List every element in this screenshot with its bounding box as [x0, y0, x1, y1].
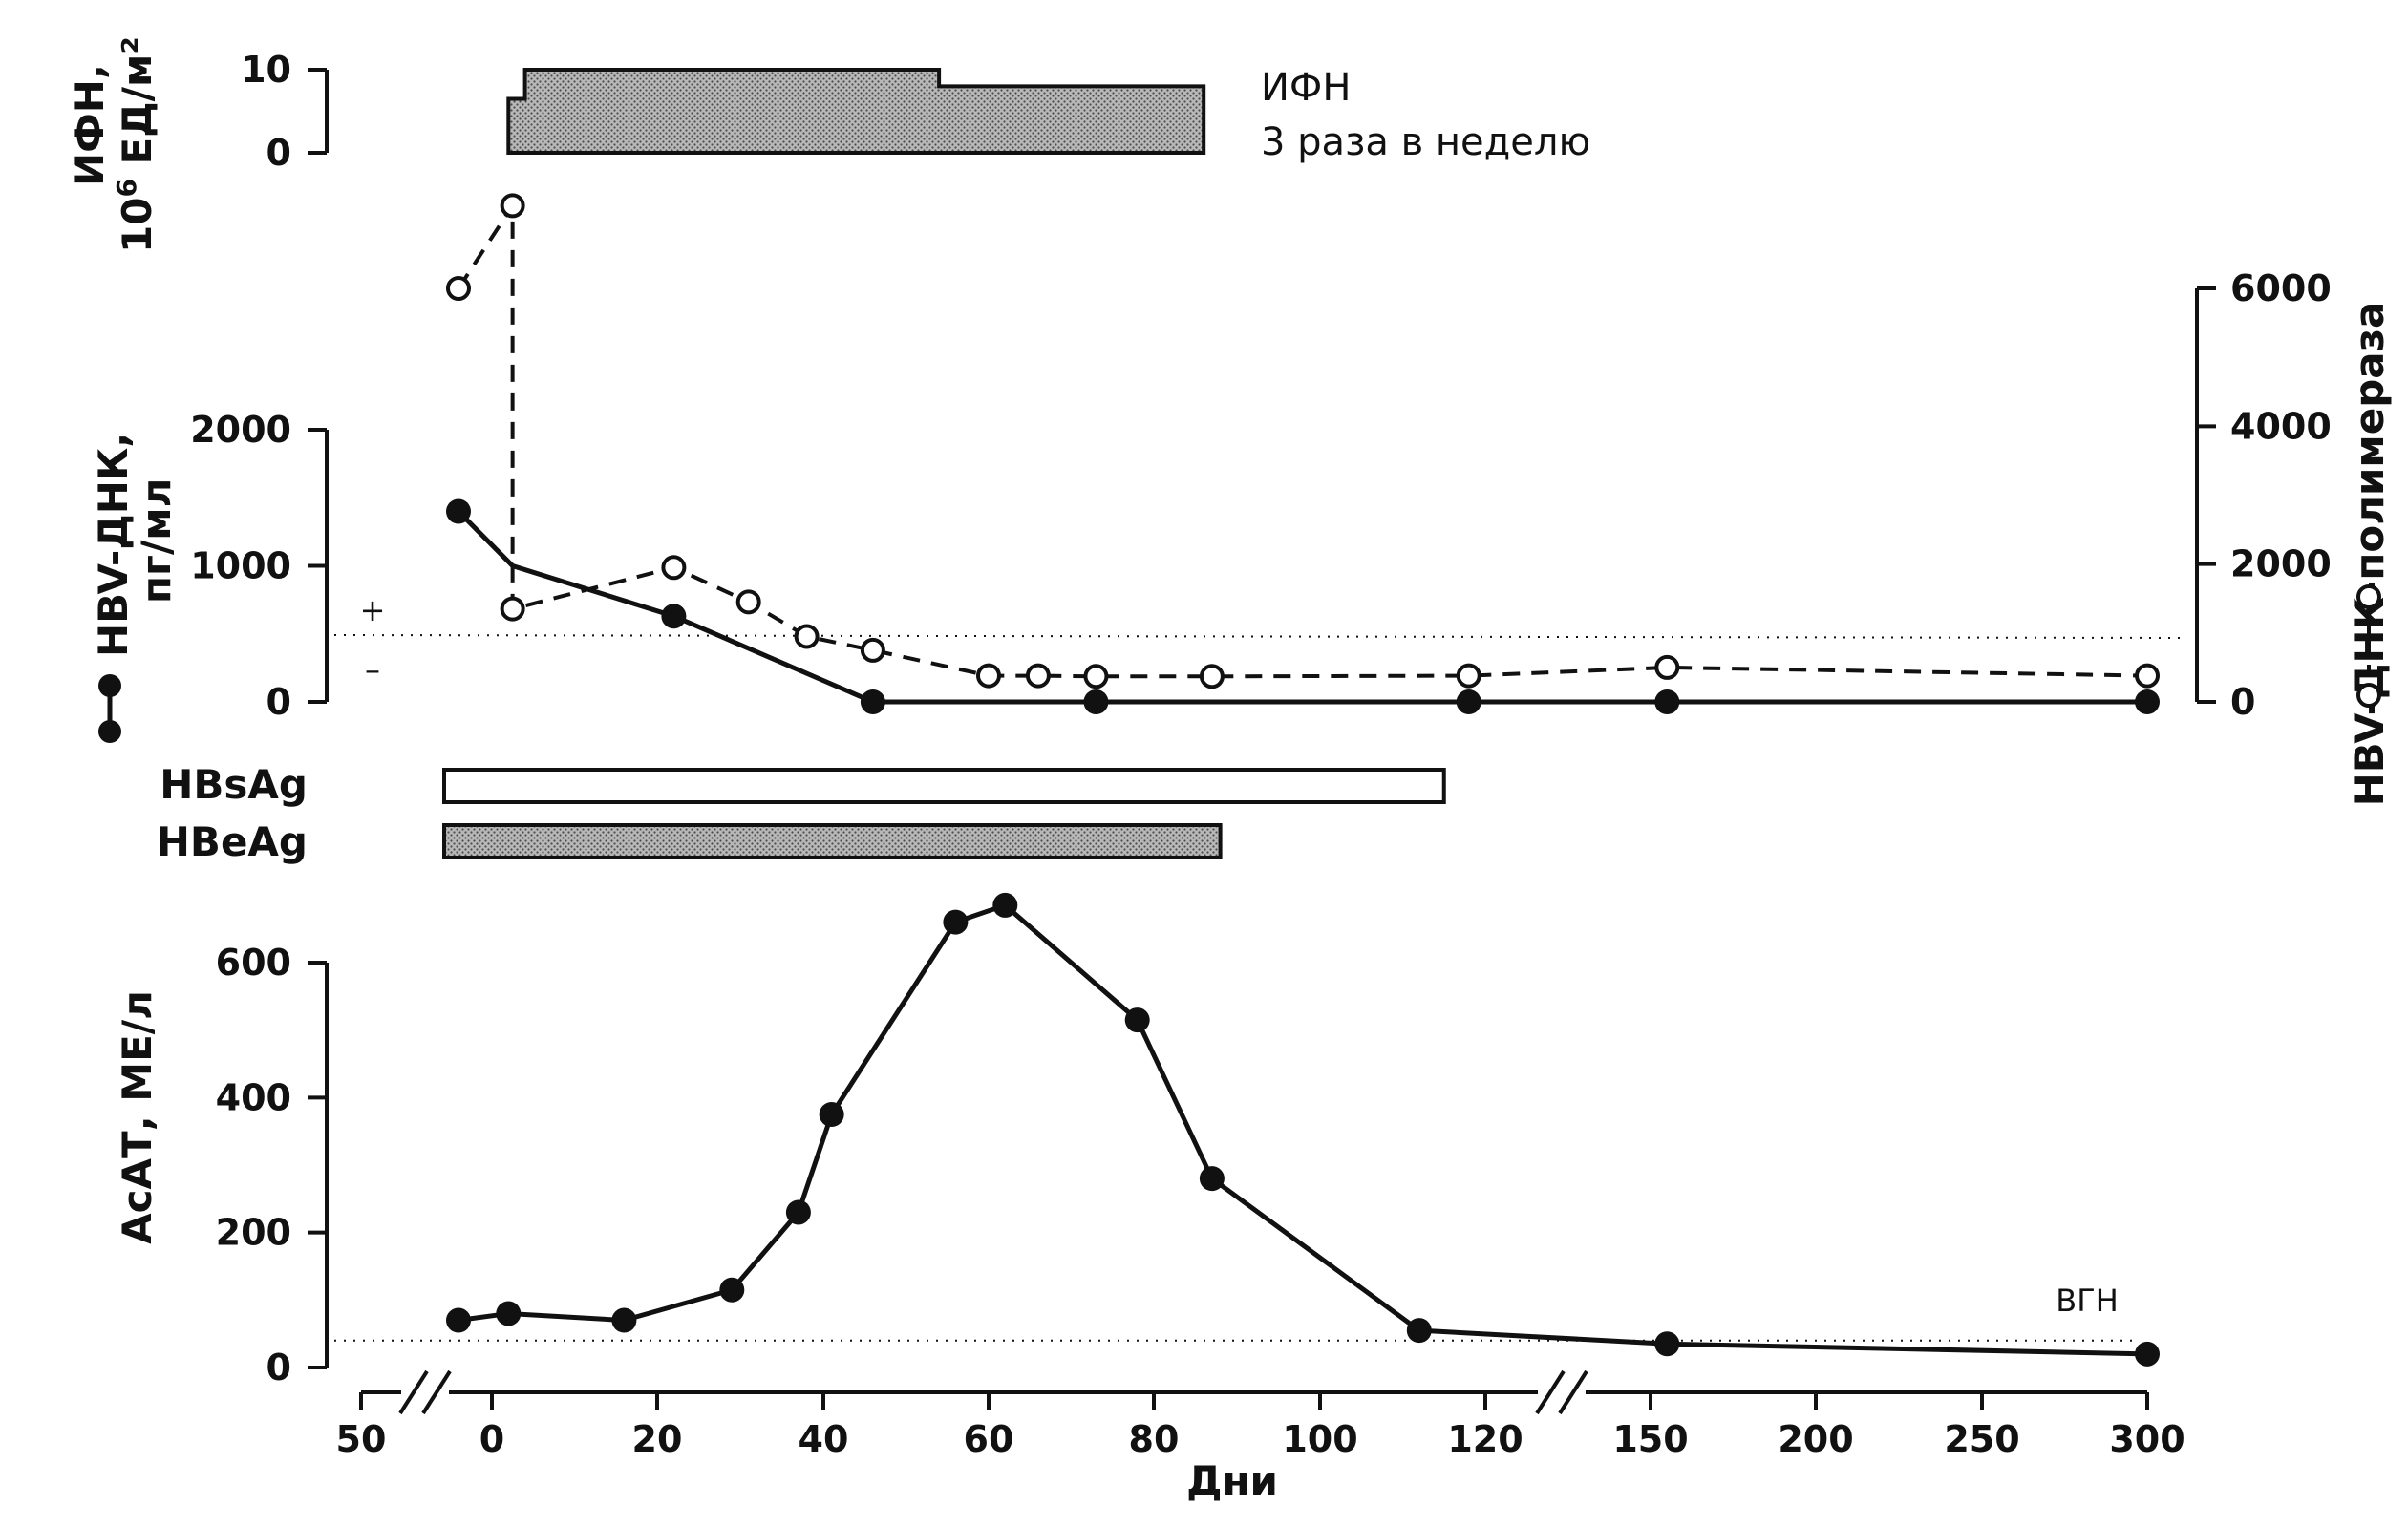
ifn-y-tick-label: 0 — [266, 132, 291, 174]
minus-label: – — [365, 651, 380, 688]
ifn-dose-area — [506, 68, 1206, 155]
hbsag-label: HBsAg — [160, 761, 308, 808]
hbv-dna-point — [2135, 689, 2160, 714]
x-tick-label: 150 — [1612, 1418, 1688, 1460]
x-tick-label: 120 — [1447, 1418, 1523, 1460]
ast-point — [1199, 1166, 1225, 1192]
legend-open-marker-bottom — [2356, 683, 2381, 708]
uln-label: ВГН — [2056, 1283, 2119, 1319]
hbv-y2-tick-label: 2000 — [2230, 543, 2332, 585]
polymerase-point — [1083, 664, 1109, 689]
x-axis-break-mark — [398, 1369, 429, 1415]
hbv-y2label: HBV-ДНК-полимераза — [2346, 302, 2393, 807]
x-tick-label: 250 — [1944, 1418, 2019, 1460]
hbv-dna-point — [446, 498, 471, 524]
polymerase-point — [794, 624, 820, 649]
polymerase-line — [457, 199, 2148, 679]
x-tick-label: 100 — [1282, 1418, 1357, 1460]
hbeag-bar — [442, 823, 1223, 859]
hbv-y-tick-label: 2000 — [190, 409, 291, 451]
hbv-dna-point — [1456, 689, 1481, 714]
x-axis-break-mark — [1535, 1369, 1566, 1415]
polymerase-point — [1199, 664, 1225, 689]
ast-y-tick-label: 200 — [216, 1212, 291, 1254]
ifn-ylabel-sup: 6 — [111, 179, 142, 197]
hbv-detection-threshold — [333, 634, 2188, 639]
hbeag-label: HBeAg — [157, 818, 308, 865]
polymerase-point — [976, 663, 1001, 689]
x-tick-label: 20 — [632, 1418, 683, 1460]
hbv-dna-point — [661, 604, 687, 629]
hbv-dna-point — [860, 689, 885, 714]
polymerase-point — [500, 193, 525, 219]
hbv-y2-tick-label: 0 — [2230, 681, 2255, 723]
ast-point — [785, 1199, 811, 1225]
hbv-dna-line — [457, 509, 2147, 705]
polymerase-point — [1456, 663, 1481, 689]
x-tick-label: 80 — [1129, 1418, 1180, 1460]
ast-point — [1406, 1318, 1432, 1344]
legend-open-marker-top — [2356, 584, 2381, 609]
hbv-y-tick-label: 0 — [266, 681, 291, 723]
ast-point — [992, 892, 1018, 918]
hbv-dna-point — [1654, 689, 1680, 714]
ast-y-tick-label: 600 — [216, 942, 291, 984]
polymerase-point — [500, 596, 525, 622]
polymerase-point — [2135, 663, 2160, 689]
hbsag-bar — [442, 768, 1446, 804]
x-axis-break-mark — [421, 1369, 452, 1415]
ast-point — [611, 1307, 637, 1333]
polymerase-point — [735, 589, 761, 615]
polymerase-point — [661, 555, 687, 581]
hbv-legend-filled — [98, 674, 121, 743]
ifn-ylabel-base: 10 — [114, 198, 160, 253]
x-tick-label: 0 — [479, 1418, 504, 1460]
x-axis-break-mark — [1558, 1369, 1588, 1415]
ifn-ylabel-unit: ЕД/м² — [114, 36, 160, 179]
plus-label: + — [360, 592, 386, 628]
ast-y-tick-label: 0 — [266, 1347, 291, 1389]
x-tick-label: 40 — [799, 1418, 849, 1460]
hbv-y-tick-label: 1000 — [190, 545, 291, 587]
ast-point — [943, 909, 969, 935]
hbv-y2-tick-label: 4000 — [2230, 405, 2332, 447]
ast-point — [446, 1307, 471, 1333]
x-tick-label: 50 — [336, 1418, 387, 1460]
hbv-ylabel-line2: пг/мл — [133, 478, 180, 604]
ast-point — [719, 1277, 745, 1303]
hbv-ylabel-line1: HBV-ДНК, — [90, 433, 137, 657]
ifn-y-tick-label: 10 — [241, 49, 291, 91]
polymerase-point — [446, 276, 471, 301]
x-tick-label: 200 — [1778, 1418, 1853, 1460]
ifn-ylabel-line2: 106 ЕД/м² — [111, 36, 160, 253]
ifn-annotation-schedule: 3 раза в неделю — [1261, 120, 1590, 164]
ifn-ylabel-line1: ИФН, — [66, 64, 113, 186]
ast-point — [1124, 1007, 1150, 1033]
ast-y-tick-label: 400 — [216, 1076, 291, 1118]
ast-point — [2135, 1341, 2160, 1367]
ast-point — [1654, 1331, 1680, 1357]
ast-ylabel: АсАТ, МЕ/л — [114, 990, 160, 1244]
hbv-dna-point — [1083, 689, 1109, 714]
polymerase-point — [1654, 654, 1680, 680]
polymerase-point — [1025, 663, 1051, 689]
ast-point — [496, 1301, 522, 1326]
ast-point — [819, 1102, 844, 1127]
hbv-y2-tick-label: 6000 — [2230, 267, 2332, 309]
x-axis-title: Дни — [1186, 1457, 1278, 1504]
ifn-annotation-title: ИФН — [1261, 66, 1351, 110]
x-tick-label: 300 — [2109, 1418, 2184, 1460]
hbv-legend-open — [2356, 584, 2381, 708]
ast-line — [458, 902, 2148, 1357]
polymerase-point — [860, 637, 885, 663]
x-tick-label: 60 — [964, 1418, 1014, 1460]
legend-filled-marker-bottom — [98, 720, 121, 743]
